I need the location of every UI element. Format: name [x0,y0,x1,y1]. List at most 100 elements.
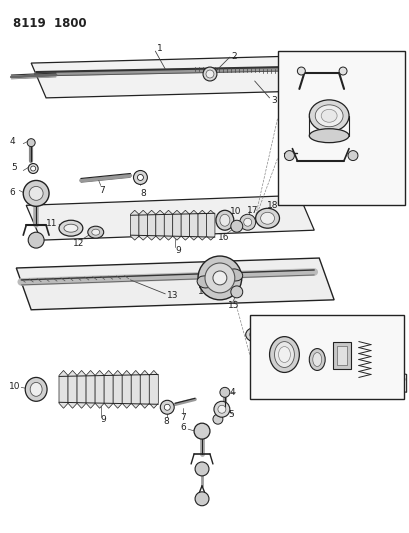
Text: 6: 6 [180,423,185,432]
Polygon shape [149,370,158,408]
Text: 21: 21 [333,317,343,326]
Circle shape [204,263,234,293]
Text: 4: 4 [229,388,235,397]
Ellipse shape [315,105,342,127]
Circle shape [133,171,147,184]
Ellipse shape [312,352,321,367]
Circle shape [195,462,209,476]
Ellipse shape [226,269,242,281]
Circle shape [239,214,255,230]
Bar [336,345,346,366]
Text: 4: 4 [9,137,15,146]
Ellipse shape [278,346,290,362]
Text: 25: 25 [368,109,378,118]
Polygon shape [86,370,95,408]
Text: 24: 24 [368,78,378,87]
Text: 14: 14 [198,287,209,296]
Ellipse shape [59,220,83,236]
Polygon shape [95,370,104,408]
Text: 10: 10 [9,382,21,391]
Circle shape [338,67,346,75]
Circle shape [243,218,251,226]
Text: 10: 10 [229,207,241,216]
Circle shape [23,181,49,206]
Text: 8: 8 [163,417,169,426]
Text: 20: 20 [312,317,323,326]
Ellipse shape [245,328,263,342]
Circle shape [212,271,226,285]
Text: 1: 1 [157,44,163,53]
Text: 3: 3 [271,96,276,106]
Polygon shape [198,211,206,240]
Polygon shape [122,370,131,408]
Circle shape [29,187,43,200]
Text: 5: 5 [227,410,233,419]
Polygon shape [31,56,308,98]
Ellipse shape [30,382,42,397]
Polygon shape [181,211,189,240]
Polygon shape [164,211,172,240]
Polygon shape [139,211,147,240]
Circle shape [219,387,229,397]
Ellipse shape [92,229,99,235]
Ellipse shape [25,377,47,401]
Circle shape [164,404,170,410]
Text: 5: 5 [11,163,17,172]
Ellipse shape [320,109,336,122]
Text: 12: 12 [73,239,84,248]
Text: 17: 17 [246,206,258,215]
Polygon shape [155,211,164,240]
Bar [277,51,404,205]
Circle shape [27,139,35,147]
Ellipse shape [308,349,324,370]
Polygon shape [68,370,77,408]
Circle shape [347,151,357,160]
Circle shape [137,174,143,181]
Circle shape [284,151,294,160]
Circle shape [202,67,216,81]
Text: 8: 8 [140,189,146,198]
Text: 2: 2 [275,317,281,326]
Circle shape [195,492,209,506]
Text: 23: 23 [313,60,324,69]
Ellipse shape [308,100,348,132]
Text: 9: 9 [101,415,106,424]
Circle shape [31,166,36,171]
Bar [333,342,350,369]
Text: 22: 22 [366,317,376,326]
Text: 11: 11 [46,219,57,228]
Text: 15: 15 [227,301,239,310]
Polygon shape [206,211,214,240]
Text: 1: 1 [378,380,384,389]
Circle shape [297,67,305,75]
Circle shape [28,164,38,173]
Text: 18: 18 [266,201,277,210]
Polygon shape [338,360,406,392]
Circle shape [213,401,229,417]
Ellipse shape [64,224,78,232]
Circle shape [205,70,213,78]
Ellipse shape [308,129,348,143]
Polygon shape [147,211,155,240]
Circle shape [160,400,174,414]
Bar [249,315,402,399]
Text: 8119  1800: 8119 1800 [13,17,87,30]
Circle shape [217,405,225,413]
Circle shape [193,423,209,439]
Ellipse shape [216,211,233,230]
Circle shape [28,232,44,248]
Polygon shape [140,370,149,408]
Ellipse shape [88,226,103,238]
Ellipse shape [274,342,294,367]
Text: 7: 7 [180,413,185,422]
Polygon shape [77,370,86,408]
Polygon shape [131,370,140,408]
Ellipse shape [260,212,274,224]
Text: 6: 6 [9,188,15,197]
Polygon shape [172,211,181,240]
Circle shape [212,414,222,424]
Text: 2: 2 [231,52,237,61]
Circle shape [230,286,242,298]
Circle shape [198,256,241,300]
Polygon shape [59,370,68,408]
